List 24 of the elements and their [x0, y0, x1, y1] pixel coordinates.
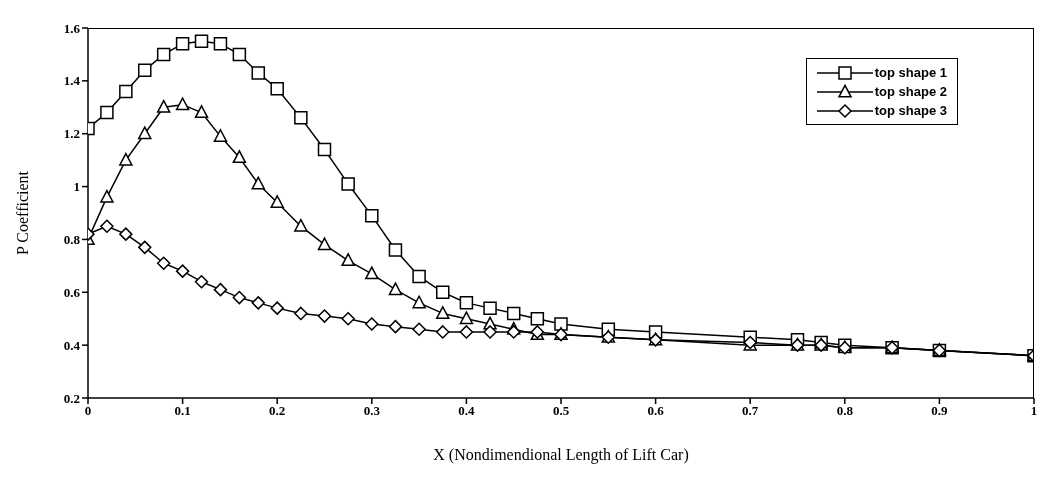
y-tick-label: 1.4 — [63, 73, 81, 89]
y-tick-label: 0.4 — [63, 337, 81, 353]
x-tick-label: 0.4 — [458, 403, 476, 419]
x-tick-label: 0.1 — [174, 403, 191, 419]
legend-label: top shape 3 — [874, 103, 947, 118]
x-tick-label: 0.2 — [269, 403, 286, 419]
x-tick-label: 0 — [84, 403, 92, 419]
x-tick-label: 0.7 — [742, 403, 759, 419]
x-tick-label: 0.8 — [836, 403, 854, 419]
y-tick-label: 1.2 — [63, 126, 80, 142]
legend-label: top shape 2 — [874, 84, 947, 99]
x-tick-label: 0.6 — [647, 403, 665, 419]
x-tick-label: 0.3 — [363, 403, 381, 419]
y-tick-label: 1 — [73, 179, 80, 195]
y-tick-label: 0.8 — [63, 232, 81, 248]
x-tick-label: 0.9 — [931, 403, 949, 419]
x-tick-label: 1 — [1030, 403, 1038, 419]
y-tick-label: 0.2 — [63, 390, 80, 406]
y-axis-title: P Coefficient — [13, 170, 31, 255]
y-tick-label: 1.6 — [63, 20, 81, 36]
y-tick-label: 0.6 — [63, 284, 81, 300]
legend-label: top shape 1 — [874, 65, 947, 80]
x-axis-title: X (Nondimendional Length of Lift Car) — [433, 446, 689, 464]
x-tick-label: 0.5 — [552, 403, 570, 419]
